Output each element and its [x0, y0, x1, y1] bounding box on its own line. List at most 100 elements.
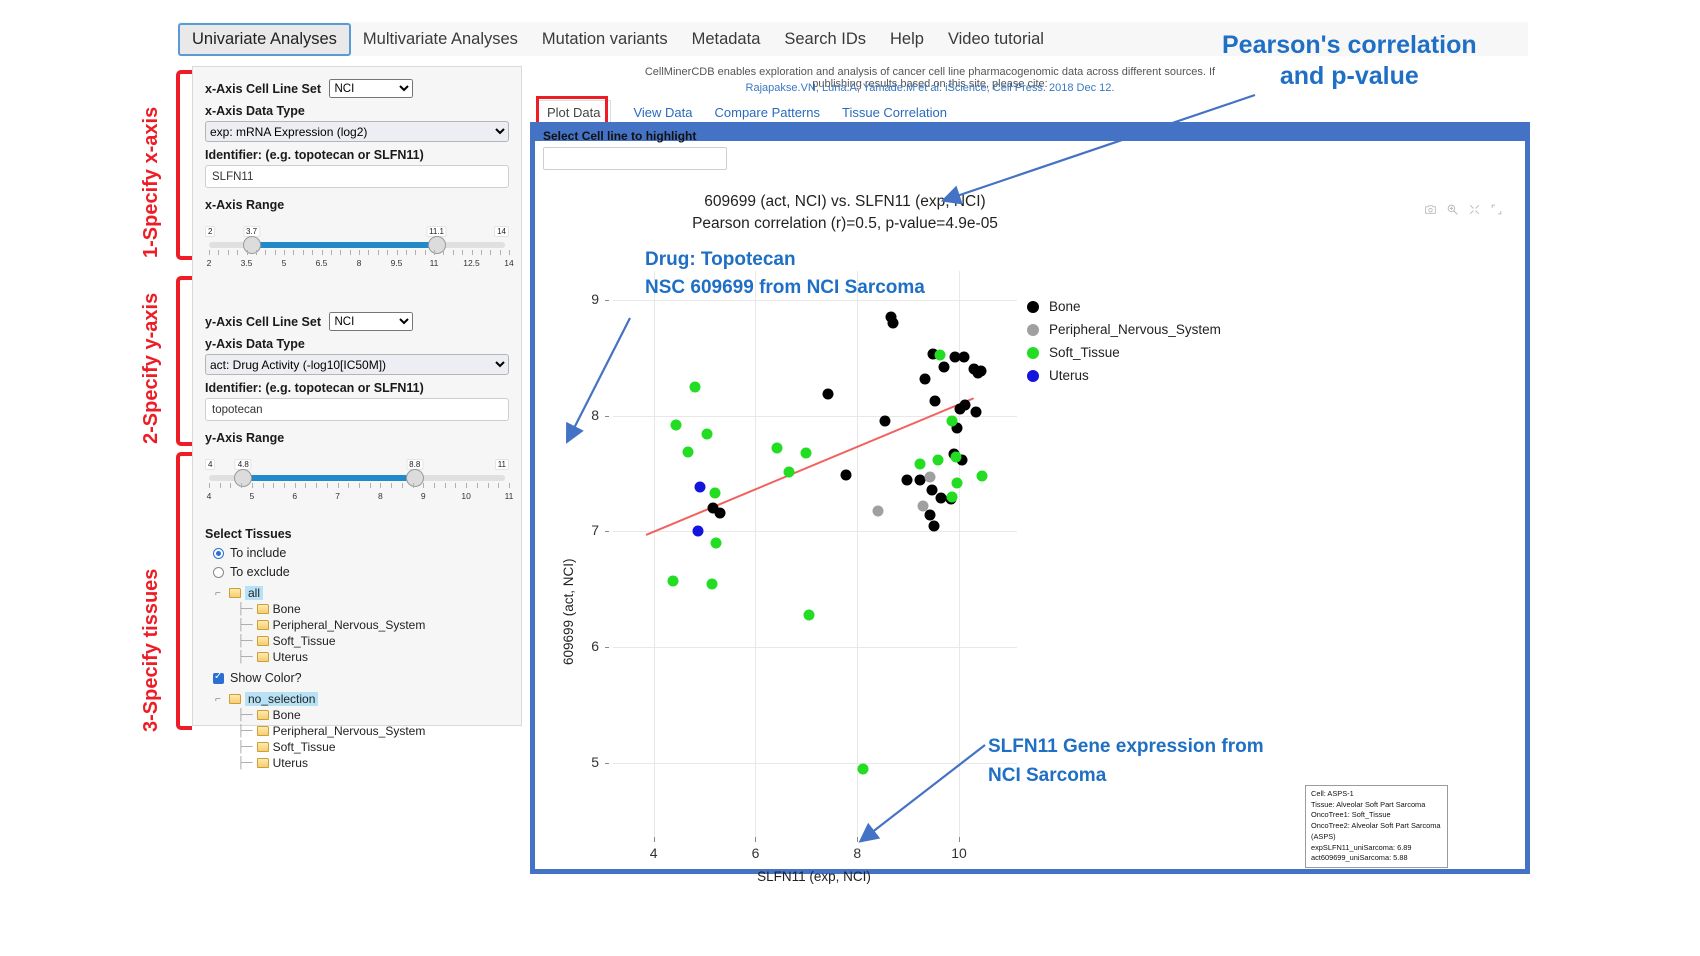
- show-color-row[interactable]: Show Color?: [213, 671, 509, 685]
- y-axis-data-type-select[interactable]: act: Drug Activity (-log10[IC50M]): [205, 354, 509, 375]
- data-point-uterus[interactable]: [692, 525, 704, 537]
- data-point-soft_tissue[interactable]: [710, 537, 722, 549]
- tissue-noselection-item[interactable]: ├─ Soft_Tissue: [237, 739, 509, 755]
- camera-icon[interactable]: [1424, 203, 1437, 216]
- data-point-bone[interactable]: [714, 507, 726, 519]
- nav-tab-metadata[interactable]: Metadata: [691, 29, 761, 48]
- legend-item-uterus[interactable]: Uterus: [1027, 364, 1221, 387]
- tissue-tree-no-selection[interactable]: ⌐ no_selection ├─ Bone ├─ Peripheral_Nervous_…: [215, 691, 509, 771]
- nav-tab-help[interactable]: Help: [890, 29, 924, 48]
- tissue-noselection-item[interactable]: ├─ Bone: [237, 707, 509, 723]
- x-axis-cell-line-set-select[interactable]: NCI: [329, 79, 414, 98]
- data-point-bone[interactable]: [935, 492, 947, 504]
- highlight-cell-line-input[interactable]: [543, 147, 727, 170]
- tissue-noselection-item[interactable]: ├─ Uterus: [237, 755, 509, 771]
- data-point-soft_tissue[interactable]: [771, 442, 783, 454]
- tissue-include-root[interactable]: ⌐ all: [215, 585, 509, 601]
- x-axis-range-low-handle[interactable]: [242, 236, 261, 254]
- data-point-soft_tissue[interactable]: [950, 451, 962, 463]
- data-point-bone[interactable]: [949, 351, 961, 363]
- data-point-soft_tissue[interactable]: [709, 487, 721, 499]
- data-point-bone[interactable]: [928, 520, 940, 532]
- data-point-bone[interactable]: [879, 415, 891, 427]
- app-citation[interactable]: Rajapakse.VN, Luna.A, Yamade.M et al. iS…: [745, 82, 1115, 94]
- nav-tab-multivariate-analyses[interactable]: Multivariate Analyses: [362, 29, 518, 48]
- to-include-radio-row[interactable]: To include: [213, 546, 509, 560]
- to-include-radio[interactable]: [213, 547, 224, 559]
- data-point-bone[interactable]: [707, 502, 719, 514]
- y-axis-range-high-handle[interactable]: [405, 469, 424, 487]
- data-point-bone[interactable]: [956, 454, 968, 466]
- plotly-modebar[interactable]: [1424, 203, 1503, 216]
- data-point-soft_tissue[interactable]: [783, 466, 795, 478]
- legend-item-bone[interactable]: Bone: [1027, 295, 1221, 318]
- data-point-soft_tissue[interactable]: [803, 609, 815, 621]
- data-point-bone[interactable]: [927, 348, 939, 360]
- zoom-in-icon[interactable]: [1446, 203, 1459, 216]
- tissue-tree-include[interactable]: ⌐ all ├─ Bone ├─ Peripheral_Nervous_System ├─ S…: [215, 585, 509, 665]
- data-point-bone[interactable]: [887, 317, 899, 329]
- legend-item-peripheral_nervous_system[interactable]: Peripheral_Nervous_System: [1027, 318, 1221, 341]
- data-point-bone[interactable]: [954, 403, 966, 415]
- nav-tab-univariate-analyses[interactable]: Univariate Analyses: [178, 22, 351, 56]
- to-exclude-radio[interactable]: [213, 566, 224, 578]
- data-point-bone[interactable]: [972, 367, 984, 379]
- y-axis-range-slider[interactable]: 4 11 4.8 8.8 4 5 6 7 8 9 10 11: [205, 459, 513, 507]
- data-point-soft_tissue[interactable]: [951, 477, 963, 489]
- to-exclude-radio-row[interactable]: To exclude: [213, 565, 509, 579]
- data-point-bone[interactable]: [924, 509, 935, 521]
- data-point-bone[interactable]: [919, 373, 931, 385]
- show-color-checkbox[interactable]: [213, 671, 224, 684]
- tissue-noselection-root[interactable]: ⌐ no_selection: [215, 691, 509, 707]
- expand-icon[interactable]: ⌐: [215, 587, 221, 599]
- data-point-peripheral_nervous_system[interactable]: [924, 471, 935, 483]
- data-point-soft_tissue[interactable]: [976, 470, 988, 482]
- x-axis-range-high-handle[interactable]: [427, 236, 446, 254]
- data-point-soft_tissue[interactable]: [670, 419, 682, 431]
- autoscale-icon[interactable]: [1490, 203, 1503, 216]
- subtab-tissue-correlation[interactable]: Tissue Correlation: [842, 105, 948, 120]
- legend-item-soft_tissue[interactable]: Soft_Tissue: [1027, 341, 1221, 364]
- data-point-soft_tissue[interactable]: [914, 458, 926, 470]
- data-point-bone[interactable]: [929, 395, 941, 407]
- data-point-bone[interactable]: [822, 388, 834, 400]
- subtab-compare-patterns[interactable]: Compare Patterns: [714, 105, 821, 120]
- data-point-bone[interactable]: [914, 474, 926, 486]
- data-point-bone[interactable]: [926, 484, 938, 496]
- nav-tab-search-ids[interactable]: Search IDs: [784, 29, 866, 48]
- data-point-bone[interactable]: [970, 406, 982, 418]
- y-axis-range-low-handle[interactable]: [234, 469, 253, 487]
- tissue-include-item[interactable]: ├─ Soft_Tissue: [237, 633, 509, 649]
- tissue-include-item[interactable]: ├─ Peripheral_Nervous_System: [237, 617, 509, 633]
- data-point-bone[interactable]: [959, 399, 971, 411]
- data-point-soft_tissue[interactable]: [932, 454, 944, 466]
- data-point-peripheral_nervous_system[interactable]: [872, 505, 884, 517]
- data-point-bone[interactable]: [938, 361, 950, 373]
- nav-tab-video-tutorial[interactable]: Video tutorial: [947, 29, 1044, 48]
- data-point-bone[interactable]: [958, 351, 970, 363]
- expand-icon[interactable]: ⌐: [215, 693, 221, 705]
- data-point-bone[interactable]: [840, 469, 852, 481]
- tissue-noselection-item[interactable]: ├─ Peripheral_Nervous_System: [237, 723, 509, 739]
- data-point-soft_tissue[interactable]: [946, 491, 958, 503]
- data-point-soft_tissue[interactable]: [667, 575, 679, 587]
- data-point-bone[interactable]: [951, 422, 963, 434]
- data-point-peripheral_nervous_system[interactable]: [917, 500, 929, 512]
- data-point-bone[interactable]: [901, 474, 913, 486]
- data-point-soft_tissue[interactable]: [857, 763, 869, 775]
- tissue-include-item[interactable]: ├─ Bone: [237, 601, 509, 617]
- data-point-soft_tissue[interactable]: [689, 381, 701, 393]
- data-point-soft_tissue[interactable]: [682, 446, 694, 458]
- data-point-soft_tissue[interactable]: [934, 349, 946, 361]
- x-axis-identifier-input[interactable]: [205, 165, 509, 188]
- x-axis-data-type-select[interactable]: exp: mRNA Expression (log2): [205, 121, 509, 142]
- data-point-soft_tissue[interactable]: [946, 415, 958, 427]
- subtab-view-data[interactable]: View Data: [633, 105, 693, 120]
- x-axis-range-slider[interactable]: 2 14 3.7 11.1 2 3.5 5 6.5 8 9.5 11 12.5 14: [205, 226, 514, 274]
- pan-icon[interactable]: [1468, 203, 1481, 216]
- data-point-soft_tissue[interactable]: [800, 447, 812, 459]
- data-point-bone[interactable]: [885, 311, 897, 323]
- y-axis-cell-line-set-select[interactable]: NCI: [329, 312, 414, 331]
- plot-legend[interactable]: Bone Peripheral_Nervous_System Soft_Tissue…: [1027, 295, 1221, 387]
- data-point-soft_tissue[interactable]: [706, 578, 718, 589]
